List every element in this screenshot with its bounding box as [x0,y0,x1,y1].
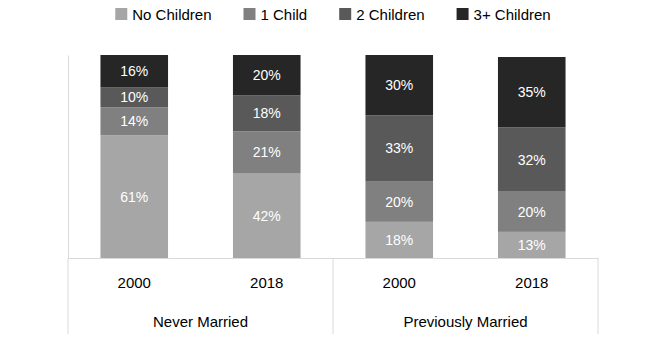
bars [100,55,565,258]
data-label: 33% [385,140,413,156]
group-divider [68,258,69,334]
x-tick-label: 2018 [250,274,283,291]
x-tick-label: 2000 [118,274,151,291]
data-label: 20% [385,194,413,210]
bar-segment [100,87,168,107]
bar-segment [365,222,433,258]
group-divider [333,258,334,334]
bar-segment [498,192,566,232]
data-label: 21% [253,144,281,160]
data-label: 30% [385,77,413,93]
legend-swatch [457,8,469,20]
series [100,87,565,192]
data-label: 42% [253,208,281,224]
legend-label: 3+ Children [474,6,551,23]
bar-segment [233,131,301,173]
bar-segment [498,127,566,191]
bar-segment [365,182,433,222]
category-groups: Never Married Previously Married [68,258,598,334]
legend-swatch [339,8,351,20]
series [100,55,565,127]
data-label: 20% [253,67,281,83]
legend-item: 2 Children [339,6,424,23]
data-label: 61% [120,189,148,205]
bar-segment [100,135,168,258]
bar-segment [233,174,301,258]
legend-item: 3+ Children [457,6,551,23]
legend-swatch [244,8,256,20]
legend-label: 2 Children [356,6,424,23]
data-label: 16% [120,63,148,79]
series [100,107,565,232]
legend: No Children 1 Child 2 Children 3+ Children [115,6,550,23]
x-tick-label: 2000 [383,274,416,291]
bar-segment [100,107,168,135]
data-label: 20% [518,204,546,220]
bar-segment [233,95,301,131]
data-label: 13% [518,237,546,253]
x-tick: 2000 [383,258,416,291]
data-label: 10% [120,89,148,105]
series [100,135,565,258]
legend-label: 1 Child [261,6,308,23]
bar-segment [365,55,433,115]
y-axis-line [68,56,69,259]
x-tick: 2018 [515,258,548,291]
bar-segment [100,55,168,87]
x-tick-label: 2018 [515,274,548,291]
y-axis [68,56,69,259]
group-label: Previously Married [403,313,527,330]
x-tick: 2018 [250,258,283,291]
legend-swatch [115,8,127,20]
data-label: 18% [253,105,281,121]
group-label: Never Married [153,313,248,330]
bar-segment [498,57,566,127]
data-label: 32% [518,152,546,168]
bar-segment [365,115,433,181]
bar-segment [498,232,566,258]
data-label: 35% [518,84,546,100]
data-labels: 61% 42% 18% 13% 14% 21% 20% 20% 10% 18% 33% 32% 16% 2… [120,63,546,253]
legend-item: 1 Child [244,6,308,23]
data-label: 14% [120,113,148,129]
legend-label: No Children [132,6,211,23]
bar-segment [233,55,301,95]
x-tick: 2000 [118,258,151,291]
group-divider [598,258,599,334]
chart: 61% 42% 18% 13% 14% 21% 20% 20% 10% 18% 33% 32% 16% 2… [0,0,650,346]
legend-item: No Children [115,6,211,23]
data-label: 18% [385,232,413,248]
